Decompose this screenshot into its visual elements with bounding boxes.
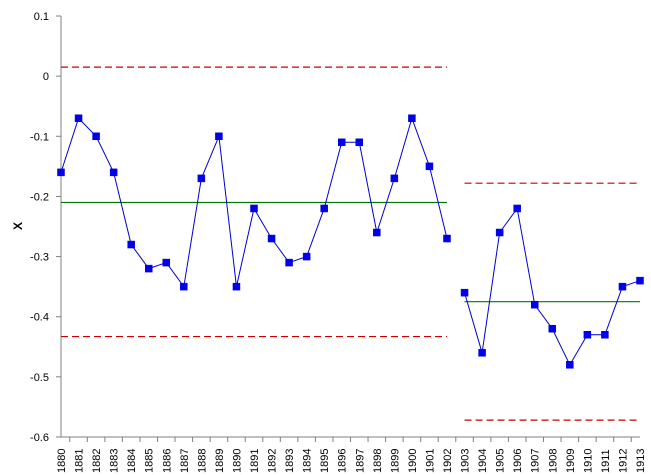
x-tick-label: 1887	[179, 449, 191, 473]
data-point	[92, 132, 100, 141]
x-tick-label: 1899	[389, 449, 401, 473]
data-point	[530, 300, 539, 309]
x-tick-label: 1910	[582, 449, 594, 473]
data-point	[74, 114, 83, 122]
data-point	[636, 276, 644, 285]
x-tick-label: 1907	[530, 449, 542, 473]
y-axis-title: X	[11, 222, 25, 230]
x-tick-label: 1881	[74, 449, 86, 473]
data-point	[250, 204, 258, 213]
data-point	[460, 288, 469, 297]
x-tick-label: 1901	[424, 449, 436, 473]
x-tick-label: 1894	[302, 449, 314, 473]
x-tick-label: 1908	[547, 449, 559, 473]
x-tick-label: 1889	[214, 449, 226, 473]
y-tick-label: -0.2	[30, 191, 49, 203]
x-tick-label: 1895	[319, 449, 331, 473]
x-tick-label: 1882	[91, 449, 103, 473]
data-point	[425, 162, 434, 171]
data-point	[373, 228, 381, 237]
data-point	[162, 258, 171, 267]
x-tick-label: 1897	[354, 449, 366, 473]
y-tick-label: -0.1	[30, 131, 49, 143]
axes	[56, 15, 640, 442]
data-point	[443, 234, 451, 243]
x-tick-label: 1909	[565, 449, 577, 473]
x-tick-label: 1905	[495, 449, 507, 473]
y-tick-label: 0.1	[34, 11, 49, 23]
data-point	[566, 361, 574, 369]
x-tick-label: 1911	[600, 449, 612, 473]
data-point	[197, 174, 206, 183]
x-tick-label: 1904	[477, 449, 489, 473]
data-point	[513, 204, 521, 213]
tick-labels: 0.1 0 -0.1 -0.2 -0.3 -0.4 -0.5 -0.6 1880 1881 1882…	[30, 11, 647, 473]
x-tick-label: 1902	[442, 449, 454, 473]
x-tick-label: 1903	[460, 449, 472, 473]
data-point	[57, 168, 65, 177]
x-tick-label: 1886	[161, 449, 173, 473]
x-tick-label: 1890	[231, 449, 243, 473]
data-point	[601, 331, 609, 339]
x-tick-label: 1880	[56, 449, 68, 473]
y-tick-label: -0.6	[30, 432, 49, 444]
data-point	[285, 258, 293, 267]
x-tick-label: 1913	[635, 449, 647, 473]
data-point	[215, 132, 223, 141]
data-point	[495, 228, 504, 237]
control-limits	[61, 66, 640, 421]
x-tick-label: 1892	[267, 449, 279, 473]
data-point	[109, 168, 118, 177]
data-point	[127, 240, 135, 249]
data-point	[337, 138, 346, 147]
x-tick-label: 1884	[126, 449, 138, 473]
x-tick-label: 1883	[109, 449, 121, 473]
data-point	[180, 282, 188, 291]
x-tick-label: 1885	[144, 449, 156, 473]
y-tick-label: -0.4	[30, 312, 49, 324]
data-point	[232, 282, 241, 291]
data-point	[478, 349, 486, 357]
x-tick-label: 1900	[407, 449, 419, 473]
data-point	[583, 331, 592, 339]
data-point	[320, 204, 328, 213]
x-tick-label: 1898	[372, 449, 384, 473]
data-point	[548, 324, 557, 333]
data-point	[302, 252, 311, 261]
x-tick-label: 1912	[617, 449, 629, 473]
data-point	[390, 174, 399, 183]
data-point	[618, 282, 627, 291]
x-tick-label: 1893	[284, 449, 296, 473]
data-point	[267, 234, 276, 243]
y-tick-label: 0	[43, 71, 49, 83]
x-tick-label: 1896	[337, 449, 349, 473]
data-point	[355, 138, 364, 147]
data-series	[57, 114, 644, 369]
x-tick-label: 1891	[249, 449, 261, 473]
y-tick-label: -0.3	[30, 252, 49, 264]
data-point	[408, 114, 416, 122]
data-point	[144, 264, 153, 273]
x-tick-label: 1888	[196, 449, 208, 473]
x-tick-label: 1906	[512, 449, 524, 473]
y-tick-label: -0.5	[30, 372, 49, 384]
series-line	[464, 207, 641, 366]
